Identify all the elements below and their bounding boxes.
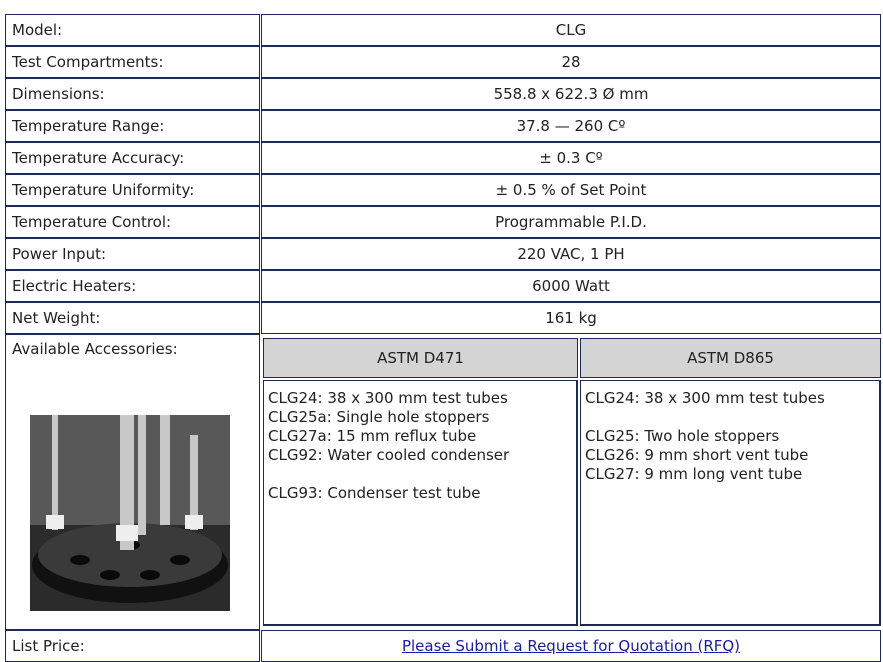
accessory-item: CLG25: Two hole stoppers bbox=[585, 427, 780, 445]
accessory-item: CLG24: 38 x 300 mm test tubes bbox=[585, 389, 825, 407]
row-value: 558.8 x 622.3 Ø mm bbox=[261, 78, 881, 110]
accessory-item: CLG25a: Single hole stoppers bbox=[268, 408, 490, 426]
row-value: ± 0.5 % of Set Point bbox=[261, 174, 881, 206]
column-header: ASTM D471 bbox=[263, 338, 578, 378]
row-value: 161 kg bbox=[261, 302, 881, 334]
row-value: ± 0.3 Cº bbox=[261, 142, 881, 174]
rfq-link[interactable]: Please Submit a Request for Quotation (R… bbox=[401, 637, 741, 655]
row-label: Net Weight: bbox=[5, 302, 260, 334]
row-label: Model: bbox=[5, 14, 260, 46]
accessory-list: CLG24: 38 x 300 mm test tubes CLG25a: Sin… bbox=[263, 380, 578, 626]
row-value: 220 VAC, 1 PH bbox=[261, 238, 881, 270]
accessory-item: CLG27: 9 mm long vent tube bbox=[585, 465, 803, 483]
accessories-label: Available Accessories: bbox=[5, 334, 260, 630]
row-label: Temperature Uniformity: bbox=[5, 174, 260, 206]
row-label: Electric Heaters: bbox=[5, 270, 260, 302]
accessory-item: CLG92: Water cooled condenser bbox=[268, 446, 510, 464]
price-cell: Please Submit a Request for Quotation (R… bbox=[261, 630, 881, 662]
price-label: List Price: bbox=[5, 630, 260, 662]
accessory-item: CLG93: Condenser test tube bbox=[268, 484, 481, 502]
row-value: 37.8 — 260 Cº bbox=[261, 110, 881, 142]
accessory-item: CLG26: 9 mm short vent tube bbox=[585, 446, 809, 464]
accessory-list: CLG24: 38 x 300 mm test tubes CLG25: Two … bbox=[580, 380, 881, 626]
row-label: Temperature Accuracy: bbox=[5, 142, 260, 174]
row-value: 28 bbox=[261, 46, 881, 78]
row-value: CLG bbox=[261, 14, 881, 46]
row-label: Temperature Range: bbox=[5, 110, 260, 142]
accessories-photo bbox=[30, 415, 230, 611]
row-label: Power Input: bbox=[5, 238, 260, 270]
row-value: Programmable P.I.D. bbox=[261, 206, 881, 238]
row-label: Test Compartments: bbox=[5, 46, 260, 78]
row-value: 6000 Watt bbox=[261, 270, 881, 302]
row-label: Temperature Control: bbox=[5, 206, 260, 238]
accessory-item: CLG27a: 15 mm reflux tube bbox=[268, 427, 477, 445]
row-label: Dimensions: bbox=[5, 78, 260, 110]
accessory-item: CLG24: 38 x 300 mm test tubes bbox=[268, 389, 508, 407]
column-header: ASTM D865 bbox=[580, 338, 881, 378]
